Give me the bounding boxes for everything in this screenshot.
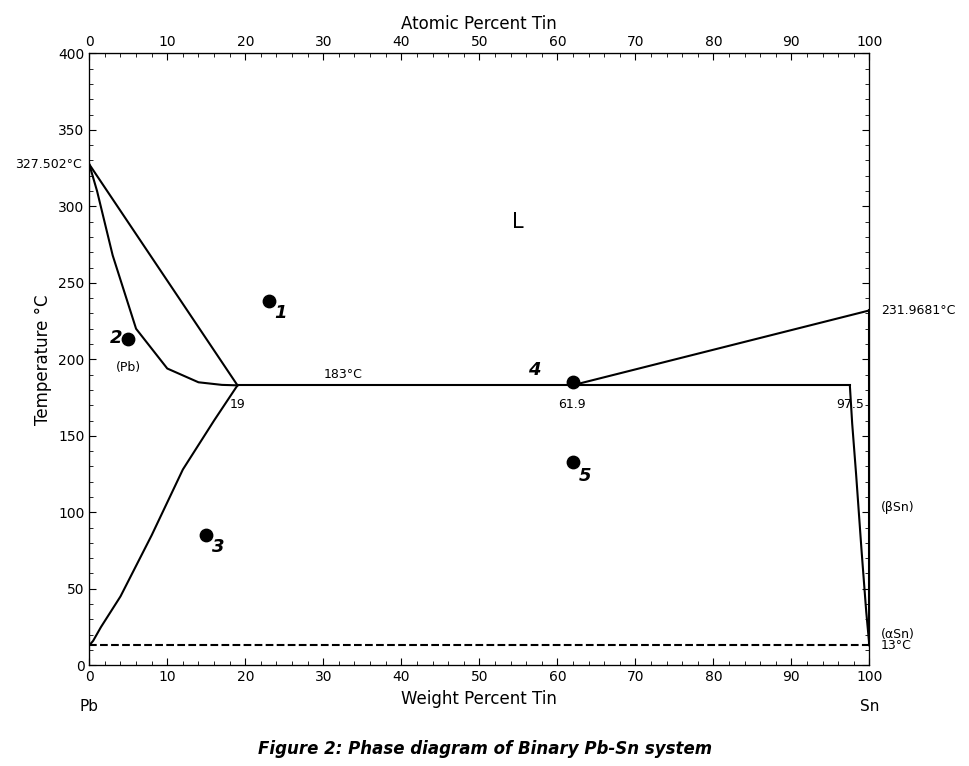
Text: 19: 19 <box>230 398 245 411</box>
Text: 1: 1 <box>274 304 287 322</box>
Text: Figure 2: Phase diagram of Binary Pb-Sn system: Figure 2: Phase diagram of Binary Pb-Sn … <box>258 741 711 758</box>
Text: 231.9681°C: 231.9681°C <box>880 304 954 317</box>
Point <box>199 529 214 542</box>
Text: 13°C: 13°C <box>880 639 911 652</box>
Y-axis label: Temperature °C: Temperature °C <box>35 294 52 424</box>
Point <box>565 456 580 468</box>
X-axis label: Weight Percent Tin: Weight Percent Tin <box>401 689 556 708</box>
Text: 97.5: 97.5 <box>835 398 862 411</box>
Text: 3: 3 <box>211 538 224 556</box>
Text: 4: 4 <box>527 361 540 379</box>
Text: (βSn): (βSn) <box>880 501 914 514</box>
Text: 183°C: 183°C <box>323 368 361 381</box>
Point <box>565 376 580 388</box>
Text: (αSn): (αSn) <box>880 628 914 641</box>
Text: Sn: Sn <box>859 699 878 714</box>
Text: L: L <box>512 211 523 231</box>
Text: 2: 2 <box>110 329 123 347</box>
Text: 61.9: 61.9 <box>558 398 585 411</box>
Text: Pb: Pb <box>79 699 99 714</box>
Point <box>120 333 136 345</box>
Text: 5: 5 <box>578 466 590 485</box>
X-axis label: Atomic Percent Tin: Atomic Percent Tin <box>401 15 556 33</box>
Text: 327.502°C: 327.502°C <box>15 158 81 171</box>
Point <box>261 295 276 307</box>
Text: (Pb): (Pb) <box>115 361 141 374</box>
